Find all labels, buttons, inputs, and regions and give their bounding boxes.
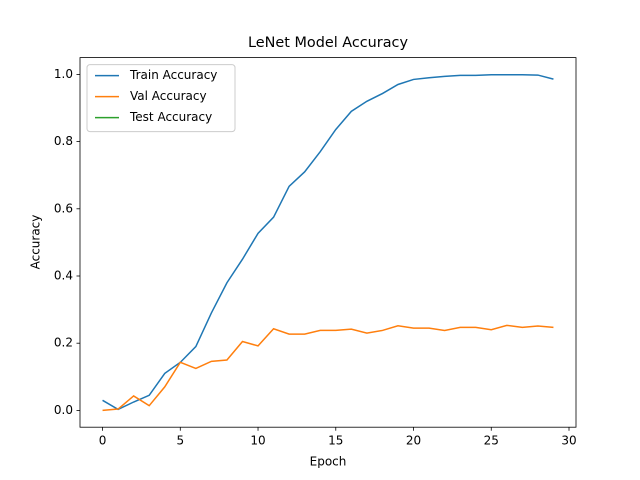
y-tick-label: 0.2 [54,336,73,350]
legend-label: Train Accuracy [129,68,217,82]
legend-box [86,64,236,133]
y-tick-label: 0.8 [54,134,73,148]
legend-label: Val Accuracy [130,89,207,103]
y-axis-label: Accuracy [29,215,43,270]
series-line [102,324,554,412]
plot-frame [79,57,577,428]
y-tick-label: 1.0 [54,67,73,81]
x-tick-label: 5 [176,434,184,448]
x-tick-label: 0 [99,434,107,448]
chart-title: LeNet Model Accuracy [248,35,408,51]
x-axis-label: Epoch [310,455,347,469]
series-line [102,73,554,411]
y-tick-label: 0.0 [54,403,73,417]
x-tick-label: 20 [406,434,421,448]
x-tick-label: 10 [250,434,265,448]
x-tick-label: 30 [561,434,576,448]
y-tick-label: 0.4 [54,269,73,283]
x-tick-label: 25 [484,434,499,448]
y-tick-label: 0.6 [54,201,73,215]
legend-label: Test Accuracy [129,110,212,124]
x-tick-label: 15 [328,434,343,448]
